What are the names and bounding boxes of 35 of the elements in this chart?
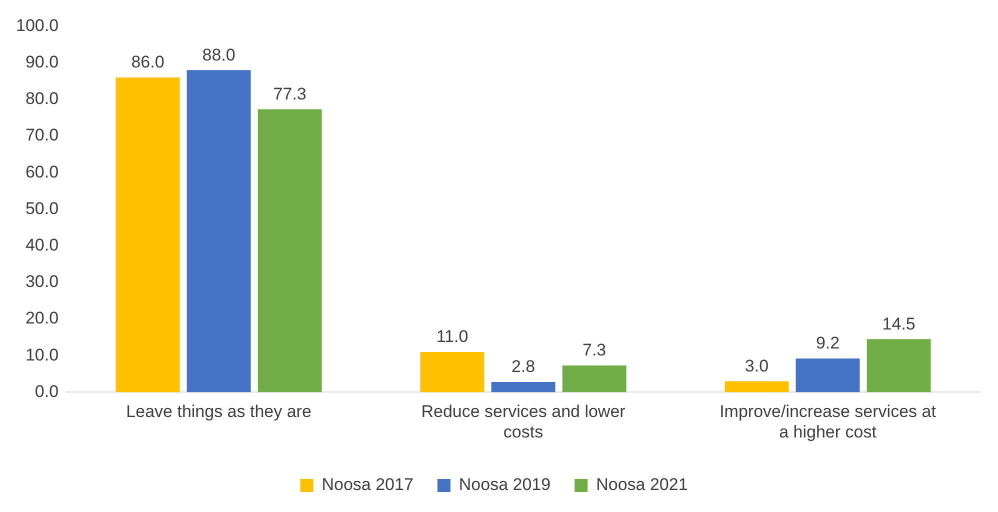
bar bbox=[562, 365, 626, 392]
x-tick-label: Leave things as they are bbox=[126, 402, 312, 422]
data-label: 86.0 bbox=[131, 52, 164, 72]
data-label: 9.2 bbox=[816, 334, 840, 353]
bar bbox=[724, 381, 789, 392]
y-tick-label: 100.0 bbox=[16, 16, 59, 35]
y-tick-label: 0.0 bbox=[34, 382, 59, 401]
data-label: 14.5 bbox=[882, 314, 916, 334]
y-tick-label: 60.0 bbox=[25, 162, 59, 182]
bar bbox=[258, 109, 322, 392]
data-label: 7.3 bbox=[582, 340, 606, 360]
x-tick-label: Reduce services and lower costs bbox=[421, 402, 626, 442]
bar bbox=[420, 352, 484, 392]
legend-label: Noosa 2019 bbox=[458, 475, 551, 494]
y-tick-label: 40.0 bbox=[25, 235, 59, 254]
x-tick-label: Improve/increase services at a higher cost bbox=[720, 402, 936, 442]
legend-label: Noosa 2021 bbox=[596, 475, 688, 494]
legend-label: Noosa 2017 bbox=[322, 475, 414, 494]
y-tick-label: 20.0 bbox=[25, 308, 59, 328]
bar bbox=[796, 358, 860, 392]
bar bbox=[186, 70, 251, 392]
data-label: 88.0 bbox=[202, 45, 236, 64]
bar bbox=[116, 77, 180, 392]
y-tick-label: 80.0 bbox=[25, 89, 59, 108]
data-label: 11.0 bbox=[436, 327, 468, 346]
y-tick-label: 10.0 bbox=[25, 345, 59, 364]
data-label: 77.3 bbox=[273, 84, 306, 104]
bar bbox=[491, 382, 556, 392]
y-tick-label: 90.0 bbox=[25, 52, 59, 72]
y-tick-label: 30.0 bbox=[25, 272, 59, 292]
y-tick-label: 50.0 bbox=[25, 198, 59, 218]
bar bbox=[866, 339, 931, 392]
y-tick-label: 70.0 bbox=[25, 126, 59, 145]
data-label: 2.8 bbox=[511, 357, 536, 376]
data-label: 3.0 bbox=[744, 356, 769, 376]
